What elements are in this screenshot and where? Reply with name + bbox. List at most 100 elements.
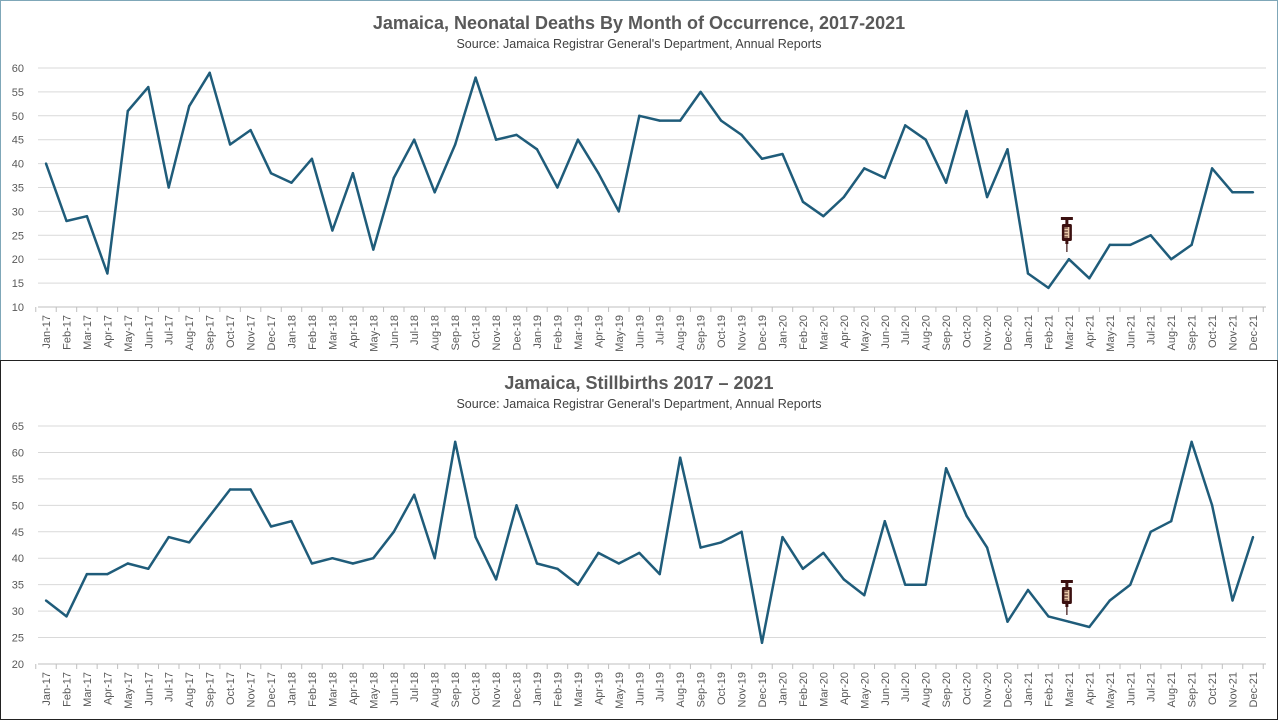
x-tick-label: Nov-17 (246, 672, 258, 707)
x-tick-label: Sep-21 (1187, 315, 1199, 350)
x-tick-label: Dec-18 (512, 315, 524, 350)
x-tick-label: May-20 (859, 672, 871, 709)
data-point (678, 119, 682, 122)
x-tick-label: Jan-19 (532, 315, 544, 349)
data-point (413, 493, 416, 496)
x-tick-label: Nov-18 (491, 672, 503, 707)
data-point (1149, 234, 1152, 237)
x-tick-label: Mar-18 (327, 315, 339, 350)
series-line (45, 440, 1255, 645)
data-point (1149, 530, 1152, 533)
data-point (208, 71, 211, 74)
data-point (392, 176, 395, 180)
data-point (822, 214, 825, 218)
x-tick-label: Apr-21 (1084, 672, 1096, 705)
x-tick-label: Feb-20 (798, 672, 810, 707)
data-point (904, 583, 907, 586)
y-tick-label: 50 (12, 111, 24, 123)
x-tick-label: Feb-17 (61, 315, 73, 350)
data-point (269, 525, 273, 528)
x-tick-label: Nov-17 (246, 315, 258, 350)
data-point (801, 200, 805, 204)
data-point (494, 578, 498, 581)
data-point (249, 488, 252, 491)
x-tick-label: May-17 (123, 672, 135, 709)
data-point (228, 143, 232, 146)
y-tick-label: 20 (12, 659, 24, 671)
x-tick-label: Mar-17 (82, 315, 94, 350)
x-tick-label: Jun-18 (389, 672, 401, 706)
x-tick-label: Dec-17 (266, 315, 278, 350)
x-tick-label: Jan-21 (1023, 315, 1035, 349)
data-point (1026, 588, 1030, 592)
data-point (208, 514, 211, 518)
x-tick-label: Jul-18 (409, 672, 421, 702)
x-tick-label: Mar-17 (82, 672, 94, 707)
y-tick-label: 25 (12, 633, 24, 645)
x-tick-label: Nov-18 (491, 315, 503, 350)
y-tick-label: 30 (12, 206, 24, 218)
x-tick-label: Feb-17 (61, 672, 73, 707)
data-point (44, 599, 48, 602)
x-tick-label: Jan-17 (41, 315, 53, 349)
data-point (106, 272, 109, 275)
x-tick-label: Aug-17 (184, 315, 196, 350)
x-tick-label: Jun-20 (880, 672, 892, 706)
data-point (1088, 625, 1091, 629)
data-point (658, 572, 661, 576)
data-point (699, 546, 702, 549)
x-tick-label: May-17 (123, 315, 135, 352)
data-point (719, 119, 723, 122)
data-point (147, 85, 150, 89)
data-point (310, 157, 314, 161)
data-point (883, 520, 886, 523)
x-tick-label: Dec-19 (757, 672, 769, 707)
data-point (249, 128, 252, 132)
data-point (515, 133, 518, 137)
data-point (331, 229, 334, 232)
data-point (1108, 243, 1111, 247)
data-point (556, 567, 559, 570)
x-tick-label: Oct-18 (471, 672, 483, 705)
x-tick-label: Jun-18 (389, 315, 401, 349)
x-tick-label: Dec-18 (512, 672, 524, 707)
data-point (453, 143, 457, 146)
x-tick-label: May-20 (859, 315, 871, 352)
x-tick-label: Aug-20 (921, 672, 933, 707)
data-point (372, 557, 375, 560)
data-point (781, 152, 784, 156)
data-point (474, 535, 477, 539)
data-point (719, 541, 723, 544)
data-point (474, 76, 477, 79)
data-point (331, 557, 334, 560)
neonatal-deaths-chart-panel: Jamaica, Neonatal Deaths By Month of Occ… (0, 0, 1278, 361)
y-tick-label: 20 (12, 254, 24, 266)
series-line (44, 71, 1253, 290)
data-point (188, 541, 191, 544)
data-point (65, 615, 68, 618)
data-point (740, 133, 743, 137)
data-point (985, 195, 989, 199)
x-tick-label: Sep-18 (450, 315, 462, 350)
data-point (310, 562, 314, 565)
x-tick-label: Apr-17 (102, 315, 114, 348)
y-tick-label: 50 (12, 500, 24, 512)
x-tick-label: Nov-20 (982, 315, 994, 350)
x-tick-label: Mar-21 (1064, 672, 1076, 707)
x-tick-label: Dec-21 (1248, 315, 1260, 350)
data-point (863, 594, 866, 597)
x-tick-label: Oct-17 (225, 315, 237, 348)
x-tick-label: May-21 (1105, 315, 1117, 352)
x-tick-label: Nov-20 (982, 672, 994, 707)
data-point (1067, 258, 1071, 261)
syringe-icon (1060, 217, 1073, 252)
x-tick-label: Mar-19 (573, 315, 585, 350)
x-tick-label: Aug-20 (921, 315, 933, 350)
data-point (413, 138, 416, 141)
x-tick-label: Jan-18 (286, 672, 298, 706)
x-tick-label: Jun-20 (880, 315, 892, 349)
x-tick-label: Sep-18 (450, 672, 462, 707)
x-tick-label: Jul-20 (900, 315, 912, 345)
data-point (985, 546, 989, 549)
x-tick-label: Jan-21 (1023, 672, 1035, 706)
